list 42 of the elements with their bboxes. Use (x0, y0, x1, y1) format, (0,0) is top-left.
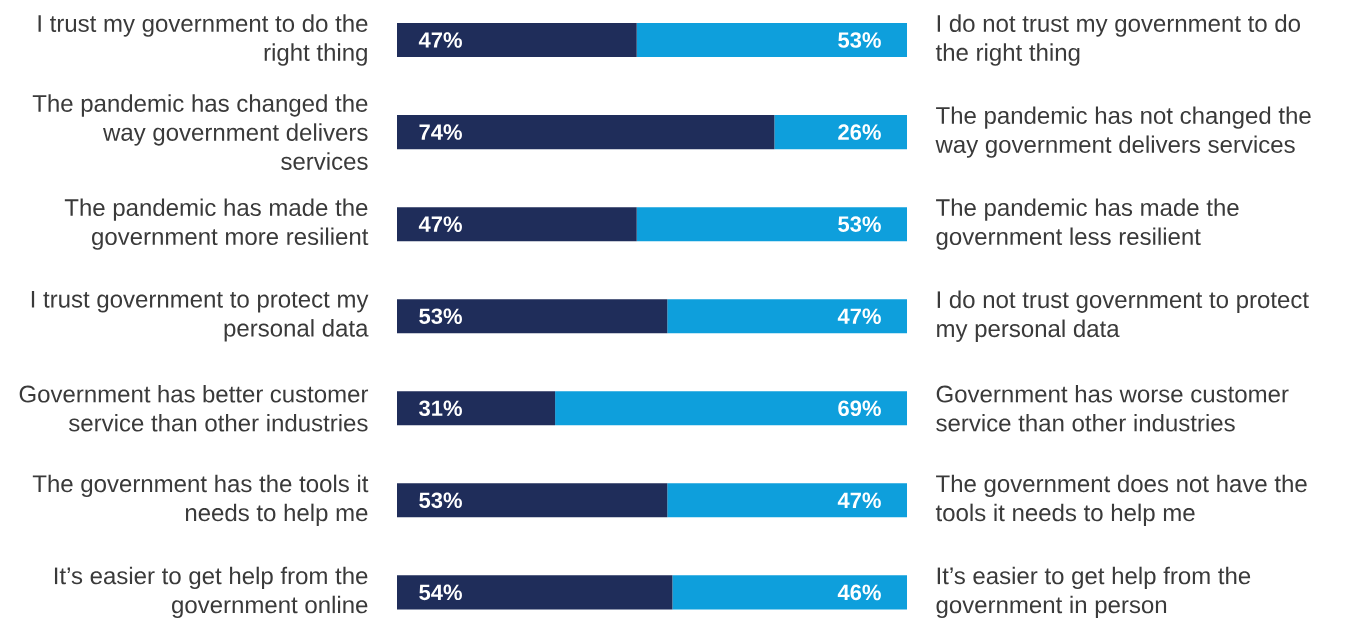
data-label: 47% (418, 216, 462, 232)
text: The pandemic has made the government less resilient (936, 198, 1239, 250)
data-label: 53% (419, 492, 462, 509)
data-label: 47% (418, 32, 462, 48)
y-tick-label: I trust my government to do the right thing (38, 14, 368, 66)
y-tick-label: I trust government to protect my personal data (31, 290, 369, 342)
y-tick-label: It’s easier to get help from the government online (54, 566, 368, 619)
data-label: 26% (838, 124, 881, 140)
data-label: 31% (419, 400, 462, 417)
bar (397, 299, 668, 334)
data-label: 53% (419, 308, 462, 325)
bar (636, 23, 908, 58)
bar (397, 575, 673, 610)
y-tick-label: Government has better customer service than other industries (19, 384, 369, 432)
y-tick-label: The pandemic has made the government more resilient (64, 198, 369, 250)
data-label: 53% (838, 32, 881, 48)
text: The pandemic has not changed the way government delivers services (935, 106, 1311, 158)
data-label: 53% (838, 216, 881, 232)
text: The government does not have the tools it needs to help me (935, 474, 1307, 527)
data-label: 46% (837, 584, 881, 601)
bar (397, 23, 637, 58)
bar (397, 115, 775, 150)
bar (397, 391, 556, 426)
text: I do not trust my government to do the right thing (935, 14, 1300, 66)
text: Government has worse customer service than other industries (936, 384, 1289, 432)
bar (555, 391, 908, 426)
data-label: 47% (837, 492, 881, 509)
data-label: 74% (419, 124, 462, 140)
bar (636, 207, 908, 242)
data-label: 47% (837, 308, 881, 324)
y-tick-label: The pandemic has changed the way government delivers services (32, 94, 368, 170)
data-label: 54% (419, 584, 462, 601)
bar (672, 575, 908, 610)
text: I do not trust government to protect my personal data (937, 290, 1309, 342)
bar (667, 299, 908, 334)
bar (774, 115, 908, 150)
bar (397, 207, 637, 242)
data-label: 69% (838, 400, 881, 417)
y-tick-label: The government has the tools it needs to help me (32, 474, 369, 527)
bar (667, 483, 908, 518)
bar (397, 483, 668, 518)
text: It’s easier to get help from the government in person (936, 566, 1251, 619)
